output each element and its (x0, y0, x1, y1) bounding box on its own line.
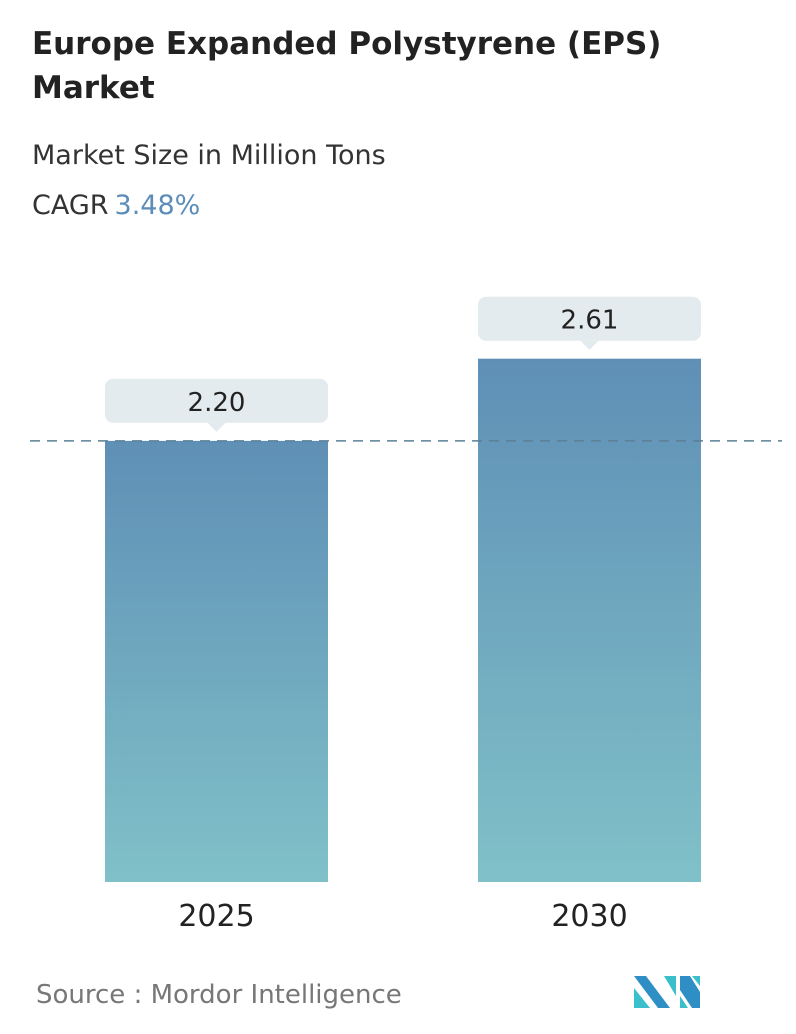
cagr: CAGR 3.48% (32, 190, 200, 221)
cagr-label: CAGR (32, 190, 109, 221)
bar-2030 (478, 358, 701, 882)
bar-chart: 2.20 2025 2.61 2030 (30, 296, 782, 934)
bar-2025 (105, 440, 328, 882)
data-label-box (478, 296, 701, 341)
mordor-logo (634, 976, 700, 1008)
data-label-pointer (580, 340, 599, 350)
data-label-pointer (207, 422, 226, 432)
cagr-value: 3.48% (114, 190, 201, 221)
data-label: 2.20 (188, 388, 246, 418)
chart-subtitle: Market Size in Million Tons (32, 140, 386, 171)
data-label: 2.61 (561, 306, 619, 336)
data-label-box (105, 378, 328, 423)
x-tick-label: 2030 (551, 899, 627, 934)
x-tick-label: 2025 (178, 899, 254, 934)
source-text: Source : Mordor Intelligence (36, 980, 402, 1010)
chart-title: Europe Expanded Polystyrene (EPS) Market (32, 26, 662, 106)
